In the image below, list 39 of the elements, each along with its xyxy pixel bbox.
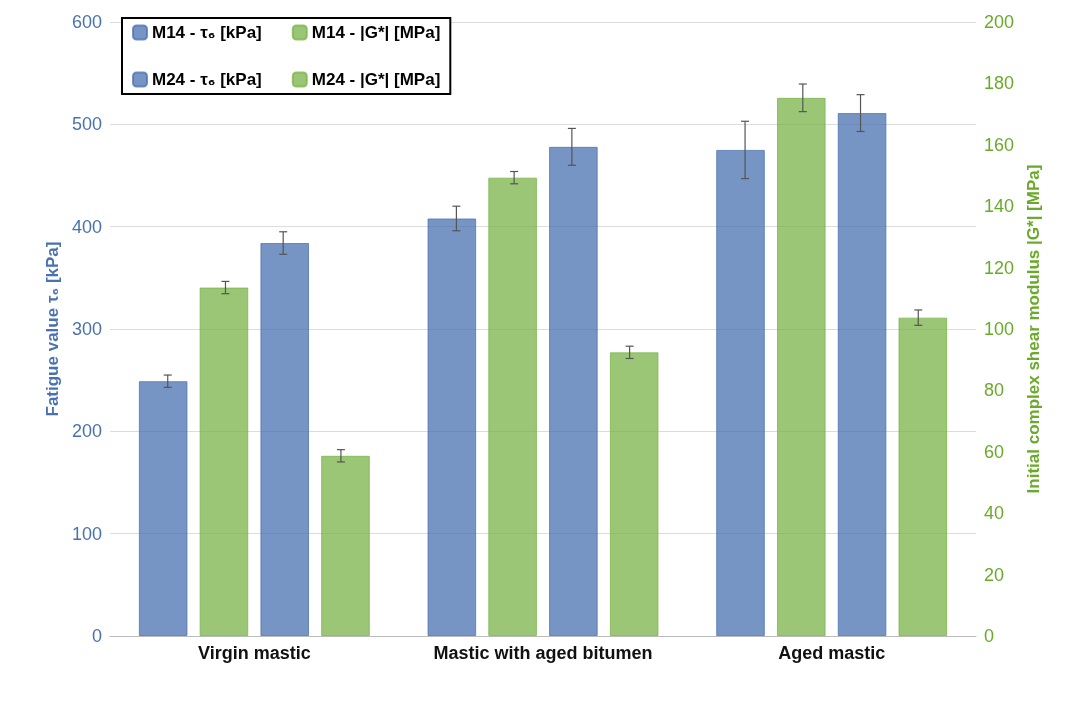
y2-tick-label: 140: [984, 196, 1015, 217]
x-tick-label: Mastic with aged bitumen: [433, 643, 653, 663]
y-axis-title: Fatigue value τ₆ [kPa]: [43, 241, 63, 417]
y-tick-label: 600: [71, 12, 102, 32]
bar: [837, 113, 887, 636]
bar: [427, 218, 477, 636]
y2-tick-label: 120: [984, 257, 1015, 278]
y-tick-label: 300: [71, 319, 102, 339]
y2-tick-label: 60: [984, 441, 1005, 462]
y-tick-label: 400: [71, 216, 102, 237]
y2-tick-label: 0: [984, 626, 995, 646]
y2-tick-label: 20: [984, 564, 1005, 585]
y2-tick-label: 80: [984, 380, 1005, 401]
y2-axis-title: Initial complex shear modulus |G*| [MPa]: [1023, 164, 1043, 494]
bar: [260, 243, 310, 636]
x-tick-label: Aged mastic: [778, 643, 886, 663]
bar: [609, 352, 659, 636]
bar: [321, 455, 370, 636]
y2-tick-label: 40: [984, 503, 1005, 524]
y2-tick-label: 160: [984, 134, 1015, 155]
legend-label: M24 - τ₆ [kPa]: [152, 70, 262, 89]
legend-label: M14 - |G*| [MPa]: [311, 23, 441, 42]
legend-label: M14 - τ₆ [kPa]: [152, 23, 262, 42]
y-tick-label: 200: [71, 421, 102, 442]
bar: [488, 177, 537, 636]
bar: [199, 287, 249, 636]
legend-label: M24 - |G*| [MPa]: [311, 70, 441, 89]
y2-tick-label: 100: [984, 319, 1015, 339]
y-tick-label: 100: [71, 523, 102, 544]
bar: [898, 317, 948, 636]
y2-tick-label: 180: [984, 73, 1015, 94]
bar: [138, 381, 188, 636]
bar: [549, 146, 598, 636]
bar: [776, 97, 826, 636]
y2-tick-label: 200: [984, 12, 1015, 32]
y-tick-label: 500: [71, 114, 102, 135]
y-tick-label: 0: [91, 626, 102, 646]
bar: [716, 149, 765, 636]
x-tick-label: Virgin mastic: [197, 643, 311, 663]
